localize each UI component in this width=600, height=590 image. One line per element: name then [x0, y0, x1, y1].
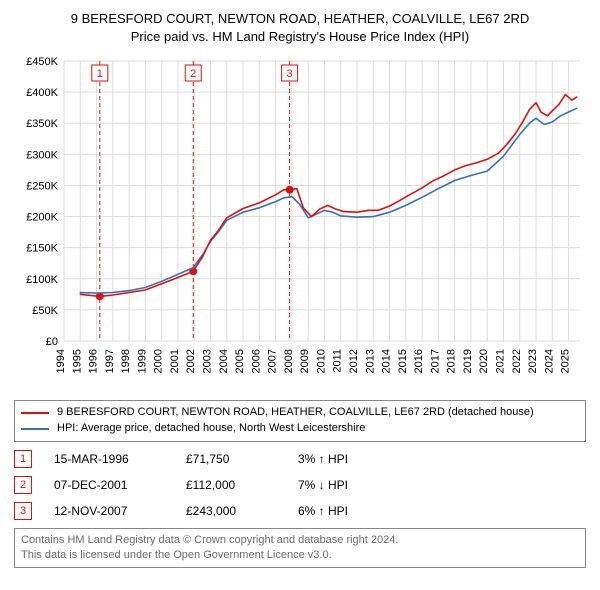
svg-text:2003: 2003: [201, 349, 213, 373]
event-price: £243,000: [186, 504, 276, 518]
svg-text:2014: 2014: [381, 349, 393, 373]
svg-text:£450K: £450K: [26, 56, 58, 68]
svg-text:2012: 2012: [348, 349, 360, 373]
footer-line-2: This data is licensed under the Open Gov…: [21, 548, 579, 563]
svg-text:2000: 2000: [153, 349, 165, 373]
svg-text:2025: 2025: [560, 349, 572, 373]
svg-text:2007: 2007: [267, 349, 279, 373]
svg-text:2004: 2004: [218, 349, 230, 373]
event-badge: 1: [14, 450, 32, 468]
svg-text:£0: £0: [46, 336, 58, 348]
event-date: 07-DEC-2001: [54, 478, 164, 492]
event-date: 12-NOV-2007: [54, 504, 164, 518]
svg-text:1998: 1998: [120, 349, 132, 373]
price-chart: £0 £50K £100K £150K £200K £250K £300K £350K £400…: [14, 51, 586, 391]
svg-text:3: 3: [287, 68, 293, 80]
chart-titles: 9 BERESFORD COURT, NEWTON ROAD, HEATHER,…: [14, 10, 586, 45]
svg-text:2016: 2016: [413, 349, 425, 373]
chart-title-main: 9 BERESFORD COURT, NEWTON ROAD, HEATHER,…: [14, 10, 586, 28]
svg-text:£200K: £200K: [26, 212, 58, 224]
page: 9 BERESFORD COURT, NEWTON ROAD, HEATHER,…: [0, 0, 600, 590]
svg-text:£400K: £400K: [26, 87, 58, 99]
svg-text:£350K: £350K: [26, 118, 58, 130]
svg-text:2023: 2023: [527, 349, 539, 373]
svg-text:£100K: £100K: [26, 274, 58, 286]
svg-text:1999: 1999: [136, 349, 148, 373]
svg-text:2017: 2017: [429, 349, 441, 373]
event-badge: 2: [14, 476, 32, 494]
events-table: 1 15-MAR-1996 £71,750 3% ↑ HPI 2 07-DEC-2001 £…: [14, 450, 586, 520]
svg-text:1994: 1994: [55, 349, 67, 373]
event-delta: 7% ↓ HPI: [298, 478, 408, 492]
svg-text:£150K: £150K: [26, 243, 58, 255]
svg-text:2001: 2001: [169, 349, 181, 373]
svg-text:2015: 2015: [397, 349, 409, 373]
legend-label: 9 BERESFORD COURT, NEWTON ROAD, HEATHER,…: [57, 405, 534, 421]
svg-text:2020: 2020: [478, 349, 490, 373]
legend-swatch: [21, 428, 49, 430]
svg-text:2006: 2006: [250, 349, 262, 373]
svg-text:1997: 1997: [104, 349, 116, 373]
legend-label: HPI: Average price, detached house, Nort…: [57, 421, 365, 437]
footer-licence: Contains HM Land Registry data © Crown c…: [14, 528, 586, 568]
svg-text:£300K: £300K: [26, 149, 58, 161]
svg-text:1: 1: [97, 68, 103, 80]
event-date: 15-MAR-1996: [54, 452, 164, 466]
svg-text:2: 2: [190, 68, 196, 80]
svg-text:2005: 2005: [234, 349, 246, 373]
svg-text:2019: 2019: [462, 349, 474, 373]
svg-text:1995: 1995: [71, 349, 83, 373]
svg-text:2024: 2024: [543, 349, 555, 373]
event-row: 1 15-MAR-1996 £71,750 3% ↑ HPI: [14, 450, 586, 468]
chart-container: £0 £50K £100K £150K £200K £250K £300K £350K £400…: [14, 51, 586, 394]
event-delta: 3% ↑ HPI: [298, 452, 408, 466]
event-row: 2 07-DEC-2001 £112,000 7% ↓ HPI: [14, 476, 586, 494]
event-badge: 3: [14, 502, 32, 520]
svg-text:2010: 2010: [315, 349, 327, 373]
footer-line-1: Contains HM Land Registry data © Crown c…: [21, 533, 579, 548]
event-price: £112,000: [186, 478, 276, 492]
legend-item: 9 BERESFORD COURT, NEWTON ROAD, HEATHER,…: [21, 405, 579, 421]
svg-text:2022: 2022: [511, 349, 523, 373]
svg-text:2018: 2018: [446, 349, 458, 373]
svg-text:2002: 2002: [185, 349, 197, 373]
svg-text:1996: 1996: [88, 349, 100, 373]
event-price: £71,750: [186, 452, 276, 466]
svg-text:£250K: £250K: [26, 181, 58, 193]
legend-item: HPI: Average price, detached house, Nort…: [21, 421, 579, 437]
svg-text:2008: 2008: [283, 349, 295, 373]
legend-swatch: [21, 412, 49, 414]
event-row: 3 12-NOV-2007 £243,000 6% ↑ HPI: [14, 502, 586, 520]
svg-text:2009: 2009: [299, 349, 311, 373]
svg-text:2013: 2013: [364, 349, 376, 373]
svg-text:£50K: £50K: [32, 305, 58, 317]
chart-title-sub: Price paid vs. HM Land Registry's House …: [14, 28, 586, 46]
svg-text:2021: 2021: [494, 349, 506, 373]
event-delta: 6% ↑ HPI: [298, 504, 408, 518]
svg-text:2011: 2011: [332, 349, 344, 373]
legend: 9 BERESFORD COURT, NEWTON ROAD, HEATHER,…: [14, 400, 586, 442]
